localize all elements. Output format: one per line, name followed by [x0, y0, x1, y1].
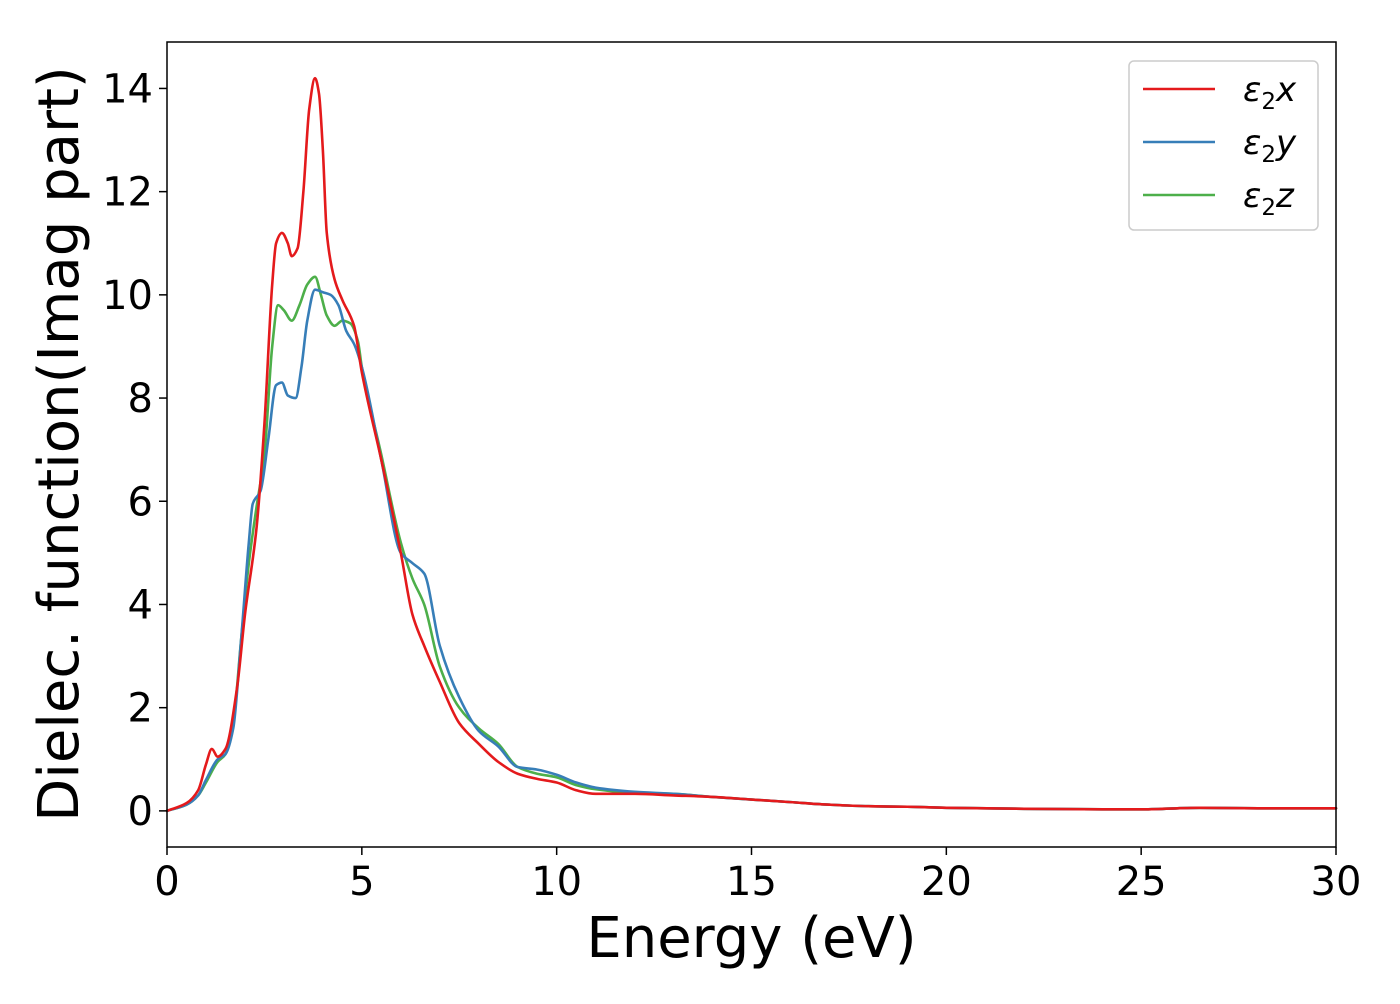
y-tick-label: 8 — [128, 376, 153, 422]
y-tick-label: 0 — [128, 789, 153, 835]
y-tick-label: 4 — [128, 582, 153, 628]
x-tick-label: 15 — [726, 859, 777, 905]
legend: ε2x ε2y ε2z — [1128, 60, 1319, 231]
x-tick-label: 0 — [154, 859, 179, 905]
x-tick-label: 25 — [1116, 859, 1167, 905]
legend-entries: ε2x ε2y ε2z — [1143, 70, 1297, 221]
y-tick-label: 10 — [102, 273, 153, 319]
x-tick-label: 20 — [921, 859, 972, 905]
x-tick-label: 10 — [531, 859, 582, 905]
y-axis-title: Dielec. function(Imag part) — [27, 66, 92, 822]
x-tick-label: 5 — [349, 859, 374, 905]
x-axis-ticks: 0 5 10 15 20 25 30 — [154, 847, 1361, 905]
series-line-x — [165, 76, 1338, 813]
y-tick-label: 14 — [102, 66, 153, 112]
legend-label-y: ε2y — [1243, 123, 1297, 168]
x-axis-title: Energy (eV) — [586, 906, 916, 971]
y-tick-label: 12 — [102, 170, 153, 216]
y-tick-label: 2 — [128, 686, 153, 732]
y-tick-label: 6 — [128, 479, 153, 525]
x-tick-label: 30 — [1311, 859, 1362, 905]
legend-label-x: ε2x — [1243, 70, 1297, 115]
legend-label-z: ε2z — [1243, 176, 1295, 221]
series-layer — [165, 76, 1338, 813]
y-axis-ticks: 0 2 4 6 8 10 12 14 — [102, 66, 167, 835]
legend-box — [1128, 60, 1319, 231]
